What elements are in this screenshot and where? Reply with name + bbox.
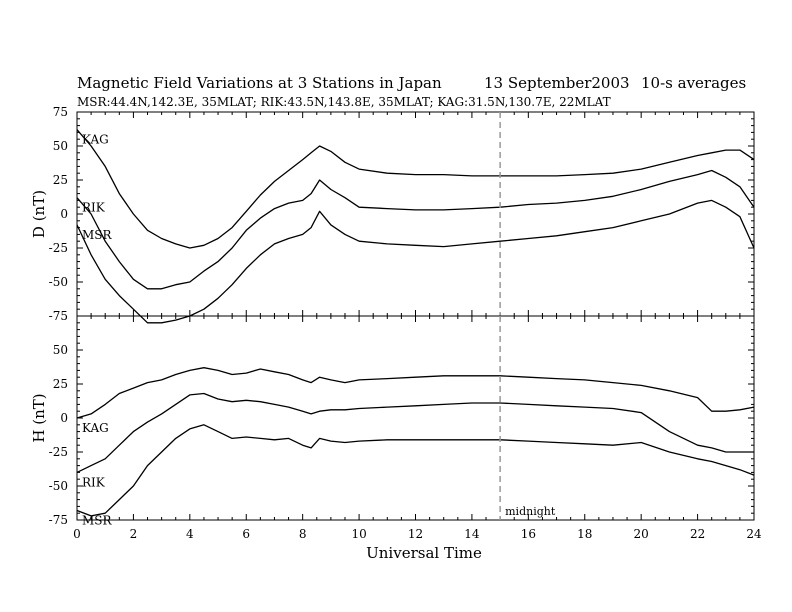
y-tick-label: -75 bbox=[49, 513, 68, 527]
x-tick-label: 20 bbox=[634, 527, 649, 541]
chart-subtitle: MSR:44.4N,142.3E, 35MLAT; RIK:43.5N,143.… bbox=[77, 95, 611, 109]
x-tick-label: 8 bbox=[299, 527, 307, 541]
x-tick-label: 24 bbox=[746, 527, 762, 541]
x-tick-label: 14 bbox=[464, 527, 480, 541]
chart-date: 13 September2003 bbox=[484, 74, 630, 92]
station-label-kag: KAG bbox=[82, 133, 109, 147]
x-tick-label: 6 bbox=[242, 527, 250, 541]
y-axis-label: D (nT) bbox=[30, 190, 48, 238]
y-tick-label: 50 bbox=[53, 139, 68, 153]
x-tick-label: 22 bbox=[690, 527, 705, 541]
chart-title: Magnetic Field Variations at 3 Stations … bbox=[77, 74, 442, 92]
x-tick-label: 10 bbox=[351, 527, 366, 541]
series-line-kag bbox=[76, 129, 755, 249]
series-line-rik bbox=[76, 392, 754, 473]
x-tick-label: 12 bbox=[408, 527, 423, 541]
series-line-msr bbox=[76, 424, 755, 517]
y-tick-label: 25 bbox=[53, 173, 68, 187]
midnight-label: midnight bbox=[505, 505, 556, 518]
y-tick-label: -50 bbox=[49, 275, 68, 289]
y-tick-label: -25 bbox=[49, 241, 68, 255]
x-tick-label: 0 bbox=[73, 527, 81, 541]
series-line-rik bbox=[76, 169, 755, 290]
y-tick-label: -50 bbox=[49, 479, 68, 493]
panel-frame-1 bbox=[76, 111, 755, 317]
y-tick-label: 0 bbox=[60, 411, 68, 425]
y-tick-label: 75 bbox=[53, 105, 68, 119]
station-label-kag: KAG bbox=[82, 421, 109, 435]
x-tick-label: 4 bbox=[186, 527, 194, 541]
panels-layer: 75 50 25 0 -25 -50 -75 D (nT) KAG RIK MSR 50 25 0 -25 -… bbox=[30, 105, 762, 541]
station-label-rik: RIK bbox=[82, 201, 106, 215]
chart-averaging: 10-s averages bbox=[641, 74, 746, 92]
y-tick-label: -75 bbox=[49, 309, 68, 323]
y-tick-label: 25 bbox=[53, 377, 68, 391]
panel-frame-2 bbox=[76, 315, 755, 521]
y-tick-label: 0 bbox=[60, 207, 68, 221]
x-tick-label: 18 bbox=[577, 527, 592, 541]
x-axis-label: Universal Time bbox=[366, 544, 482, 562]
y-axis-label: H (nT) bbox=[30, 393, 48, 442]
series-line-kag bbox=[76, 367, 755, 419]
station-label-rik: RIK bbox=[82, 475, 106, 489]
station-label-msr: MSR bbox=[82, 513, 113, 527]
x-tick-label: 16 bbox=[521, 527, 536, 541]
series-line-msr bbox=[76, 199, 755, 324]
x-tick-label: 2 bbox=[130, 527, 138, 541]
y-tick-label: 50 bbox=[53, 343, 68, 357]
y-tick-label: -25 bbox=[49, 445, 68, 459]
station-label-msr: MSR bbox=[82, 228, 113, 242]
